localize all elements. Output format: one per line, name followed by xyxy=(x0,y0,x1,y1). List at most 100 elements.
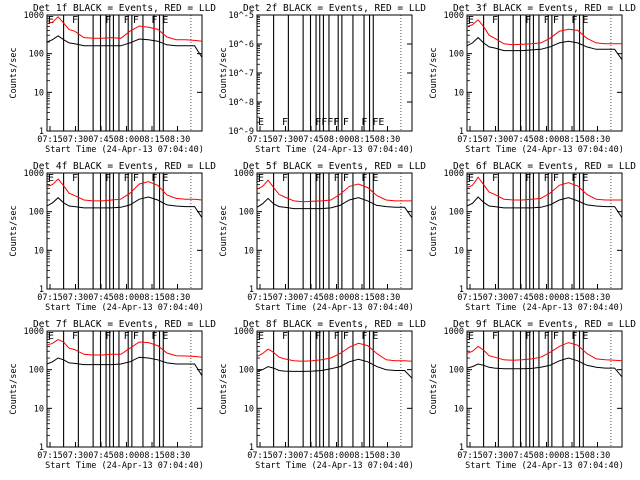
flag-label: F xyxy=(553,15,559,26)
series-line-events xyxy=(256,197,413,218)
plot-frame xyxy=(466,14,623,132)
flag-label: E xyxy=(162,331,168,342)
panel-title: Det 1f BLACK = Events, RED = LLD xyxy=(33,3,216,14)
y-axis-label: Counts/sec xyxy=(9,47,19,98)
x-tick-label: 08:00 xyxy=(534,451,560,461)
flag-label: F xyxy=(72,331,78,342)
series-line-events xyxy=(466,357,623,378)
x-tick-label: 07:15 xyxy=(247,293,273,303)
x-tick-label: 07:30 xyxy=(63,293,89,303)
y-tick-label: 1000 xyxy=(234,169,254,179)
y-axis-label: Counts/sec xyxy=(9,205,19,256)
y-tick-label: 100 xyxy=(239,366,254,376)
flag-label: F xyxy=(105,15,111,26)
flag-label: F xyxy=(525,173,531,184)
x-tick-label: 08:00 xyxy=(324,293,350,303)
x-tick-label: 08:00 xyxy=(324,451,350,461)
x-tick-label: 08:15 xyxy=(349,293,375,303)
flag-label: F xyxy=(72,173,78,184)
flag-label: F xyxy=(334,173,340,184)
flag-label: F xyxy=(282,117,288,128)
flag-label: F xyxy=(492,331,498,342)
x-tick-label: 08:30 xyxy=(375,135,401,145)
flag-label: F xyxy=(343,173,349,184)
flag-label: F xyxy=(361,173,367,184)
y-axis-label: Counts/sec xyxy=(429,205,439,256)
x-tick-label: 08:30 xyxy=(585,293,611,303)
flag-label: E xyxy=(582,173,588,184)
x-axis-label: Start Time (24-Apr-13 07:04:40) xyxy=(45,145,204,155)
y-tick-label: 1000 xyxy=(444,327,464,337)
y-tick-label: 1 xyxy=(39,127,44,137)
panel-title: Det 5f BLACK = Events, RED = LLD xyxy=(243,161,426,172)
plot-frame xyxy=(256,172,413,290)
x-tick-label: 07:30 xyxy=(483,451,509,461)
flag-label: F xyxy=(151,331,157,342)
y-tick-label: 10^-8 xyxy=(228,98,254,108)
y-tick-label: 1000 xyxy=(444,11,464,21)
series-line-lld xyxy=(466,342,623,362)
flag-label: F xyxy=(124,173,130,184)
y-tick-label: 1000 xyxy=(234,327,254,337)
flag-label: FE xyxy=(372,117,384,128)
x-tick-label: 07:30 xyxy=(483,135,509,145)
flag-label: F xyxy=(105,173,111,184)
y-tick-label: 1 xyxy=(39,285,44,295)
y-tick-label: 10 xyxy=(244,404,254,414)
flag-label: F xyxy=(553,331,559,342)
flag-label: E xyxy=(468,15,474,26)
y-tick-label: 10 xyxy=(34,88,44,98)
x-tick-label: 07:45 xyxy=(298,135,324,145)
x-tick-label: 07:30 xyxy=(63,135,89,145)
flag-label: E xyxy=(582,331,588,342)
flag-label: F xyxy=(544,331,550,342)
series-line-events xyxy=(46,196,203,218)
series-line-lld xyxy=(46,16,203,42)
x-tick-label: 08:30 xyxy=(165,135,191,145)
y-tick-label: 1 xyxy=(249,443,254,453)
y-tick-label: 100 xyxy=(239,208,254,218)
flag-label: F xyxy=(315,173,321,184)
flag-label: F xyxy=(133,173,139,184)
flag-label: F xyxy=(571,15,577,26)
y-tick-label: 10^-7 xyxy=(228,69,254,79)
x-tick-label: 08:00 xyxy=(534,293,560,303)
y-tick-label: 10 xyxy=(454,404,464,414)
flag-label: F xyxy=(544,173,550,184)
flag-label: E xyxy=(258,117,264,128)
x-axis-label: Start Time (24-Apr-13 07:04:40) xyxy=(45,461,204,471)
x-tick-label: 07:45 xyxy=(298,451,324,461)
flag-label: F xyxy=(133,331,139,342)
y-tick-label: 100 xyxy=(29,208,44,218)
y-tick-label: 10 xyxy=(34,404,44,414)
x-tick-label: 08:30 xyxy=(375,293,401,303)
flag-label: F xyxy=(525,331,531,342)
y-tick-label: 1 xyxy=(249,285,254,295)
y-tick-label: 1000 xyxy=(24,169,44,179)
x-axis-label: Start Time (24-Apr-13 07:04:40) xyxy=(45,303,204,313)
flag-label: E xyxy=(162,173,168,184)
x-tick-label: 07:15 xyxy=(457,451,483,461)
x-tick-label: 08:00 xyxy=(534,135,560,145)
x-tick-label: 08:00 xyxy=(114,293,140,303)
flag-label: F xyxy=(151,173,157,184)
x-tick-label: 07:15 xyxy=(247,135,273,145)
x-tick-label: 08:00 xyxy=(114,451,140,461)
panel-title: Det 8f BLACK = Events, RED = LLD xyxy=(243,319,426,330)
y-tick-label: 1 xyxy=(39,443,44,453)
x-tick-label: 08:15 xyxy=(559,135,585,145)
x-axis-label: Start Time (24-Apr-13 07:04:40) xyxy=(255,145,414,155)
x-tick-label: 08:15 xyxy=(139,135,165,145)
flag-label: F xyxy=(571,173,577,184)
flag-label: F xyxy=(492,15,498,26)
x-tick-label: 08:15 xyxy=(349,135,375,145)
x-tick-label: 08:15 xyxy=(559,451,585,461)
flag-label: E xyxy=(468,331,474,342)
y-tick-label: 10^-6 xyxy=(228,40,254,50)
